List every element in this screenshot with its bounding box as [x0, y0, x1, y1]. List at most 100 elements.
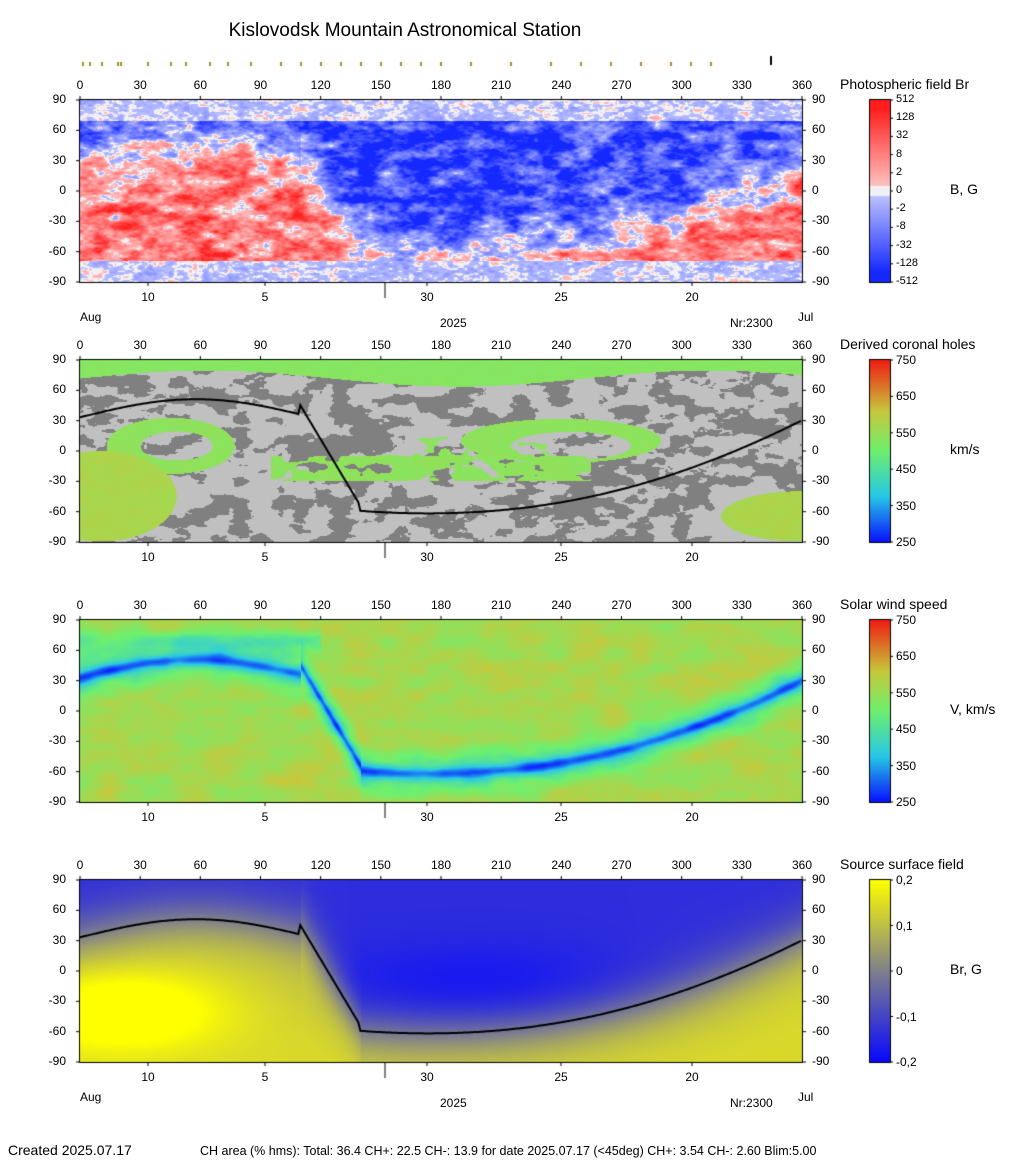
colorbar-tick-label: 0 [896, 964, 903, 978]
x-tick-label: 150 [370, 78, 391, 92]
x-tick-label: 270 [611, 598, 632, 612]
colorbar-tick-label: -8 [896, 220, 906, 233]
y-tick-label-right: 30 [812, 672, 826, 687]
y-tick-label-left: 90 [52, 92, 66, 106]
y-tick-label-left: 60 [52, 902, 66, 917]
date-tick-label: 10 [141, 1070, 155, 1084]
x-tick-label: 240 [551, 78, 572, 92]
x-tick-label: 120 [310, 598, 331, 612]
y-tick-label-left: 30 [52, 932, 66, 947]
x-tick-label: 300 [671, 78, 692, 92]
date-tick-label: 5 [261, 550, 269, 564]
colorbar-tick-label: 650 [896, 649, 917, 664]
colorbar-tick-label: -0,1 [896, 1009, 917, 1024]
y-tick-label-left: 0 [59, 703, 66, 717]
colorbar-tick-label: 0,1 [896, 918, 913, 933]
carrington-number: Nr:2300 [730, 1096, 773, 1110]
x-tick-label: 30 [133, 78, 147, 92]
colorbar-unit: Br, G [950, 961, 982, 977]
y-tick-label-right: 30 [812, 152, 826, 167]
y-tick-label-left: -30 [48, 733, 66, 748]
y-tick-label-left: -90 [48, 534, 66, 548]
y-tick-label-right: -90 [812, 794, 830, 808]
y-tick-label-left: -30 [48, 993, 66, 1008]
colorbar-tick-label: 250 [896, 535, 917, 549]
x-tick-label: 300 [671, 598, 692, 612]
y-tick-label-right: 60 [812, 122, 826, 137]
x-tick-label: 90 [253, 338, 268, 352]
colorbar-tick-label: 0 [896, 184, 903, 196]
date-tick-label: 25 [554, 290, 568, 304]
colorbar-tick-label: 512 [896, 93, 915, 105]
x-tick-label: 90 [253, 78, 268, 92]
year-label: 2025 [440, 1096, 467, 1110]
x-tick-label: 180 [430, 598, 452, 612]
colorbar-tick-label: 8 [896, 147, 903, 160]
x-tick-label: 90 [253, 598, 268, 612]
y-tick-label-right: 0 [812, 703, 819, 717]
colorbar-tick-label: 128 [896, 111, 915, 124]
y-tick-label-right: 90 [812, 92, 826, 106]
x-tick-label: 270 [611, 78, 632, 92]
x-tick-label: 180 [430, 858, 452, 872]
date-tick-label: 30 [420, 290, 434, 304]
x-tick-label: 60 [193, 338, 207, 352]
date-tick-label: 30 [420, 550, 434, 564]
y-tick-label-left: -60 [48, 503, 66, 518]
colorbar-tick-label: 450 [896, 462, 917, 477]
y-tick-label-right: -60 [812, 503, 830, 518]
month-left: Aug [80, 310, 102, 324]
colorbar-tick-label: 250 [896, 795, 917, 809]
month-right: Jul [798, 310, 814, 324]
x-tick-label: 120 [310, 338, 331, 352]
y-tick-label-right: -60 [812, 763, 830, 778]
x-tick-label: 270 [611, 338, 632, 352]
y-tick-label-left: -30 [48, 213, 66, 228]
month-right: Jul [798, 1090, 814, 1104]
x-tick-label: 0 [76, 78, 84, 92]
x-tick-label: 60 [193, 78, 207, 92]
y-tick-label-right: 90 [812, 612, 826, 626]
y-tick-label-left: 30 [52, 152, 66, 167]
y-tick-label-right: -30 [812, 213, 830, 228]
x-tick-label: 240 [551, 338, 572, 352]
y-tick-label-left: 0 [59, 963, 66, 977]
y-tick-label-left: -60 [48, 243, 66, 258]
x-tick-label: 150 [370, 858, 391, 872]
date-tick-label: 20 [685, 1070, 699, 1084]
x-tick-label: 60 [193, 858, 207, 872]
colorbar-tick-label: 0,2 [896, 873, 913, 887]
x-tick-label: 300 [671, 338, 692, 352]
x-tick-label: 210 [491, 78, 512, 92]
y-tick-label-left: 60 [52, 382, 66, 397]
colorbar-tick-label: 450 [896, 722, 917, 737]
x-tick-label: 0 [76, 598, 84, 612]
x-tick-label: 0 [76, 858, 84, 872]
colorbar-tick-label: -128 [896, 256, 919, 269]
y-tick-label-left: 90 [52, 872, 66, 886]
y-tick-label-right: 60 [812, 642, 826, 657]
date-tick-label: 20 [685, 550, 699, 564]
created-date: Created 2025.07.17 [8, 1142, 132, 1158]
x-tick-label: 30 [133, 338, 147, 352]
date-tick-label: 20 [685, 810, 699, 824]
date-tick-label: 25 [554, 550, 568, 564]
x-tick-label: 180 [430, 338, 452, 352]
colorbar-unit: V, km/s [950, 701, 996, 717]
date-tick-label: 10 [141, 550, 155, 564]
y-tick-label-right: 0 [812, 443, 819, 457]
date-tick-label: 25 [554, 810, 568, 824]
date-tick-label: 5 [261, 810, 269, 824]
y-tick-label-left: -60 [48, 1023, 66, 1038]
y-tick-label-left: -30 [48, 473, 66, 488]
month-left: Aug [80, 1090, 102, 1104]
y-tick-label-right: -90 [812, 534, 830, 548]
colorbar-tick-label: -32 [896, 238, 912, 251]
x-tick-label: 210 [491, 598, 512, 612]
y-tick-label-left: -90 [48, 274, 66, 288]
date-tick-label: 30 [420, 810, 434, 824]
x-tick-label: 330 [731, 858, 752, 872]
y-tick-label-left: 0 [59, 443, 66, 457]
y-tick-label-left: 90 [52, 612, 66, 626]
colorbar-tick-label: 350 [896, 758, 917, 773]
